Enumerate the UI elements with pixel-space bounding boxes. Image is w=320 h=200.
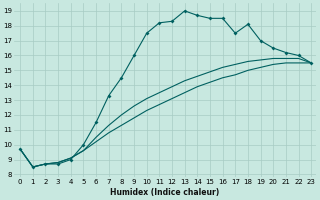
X-axis label: Humidex (Indice chaleur): Humidex (Indice chaleur)	[110, 188, 220, 197]
